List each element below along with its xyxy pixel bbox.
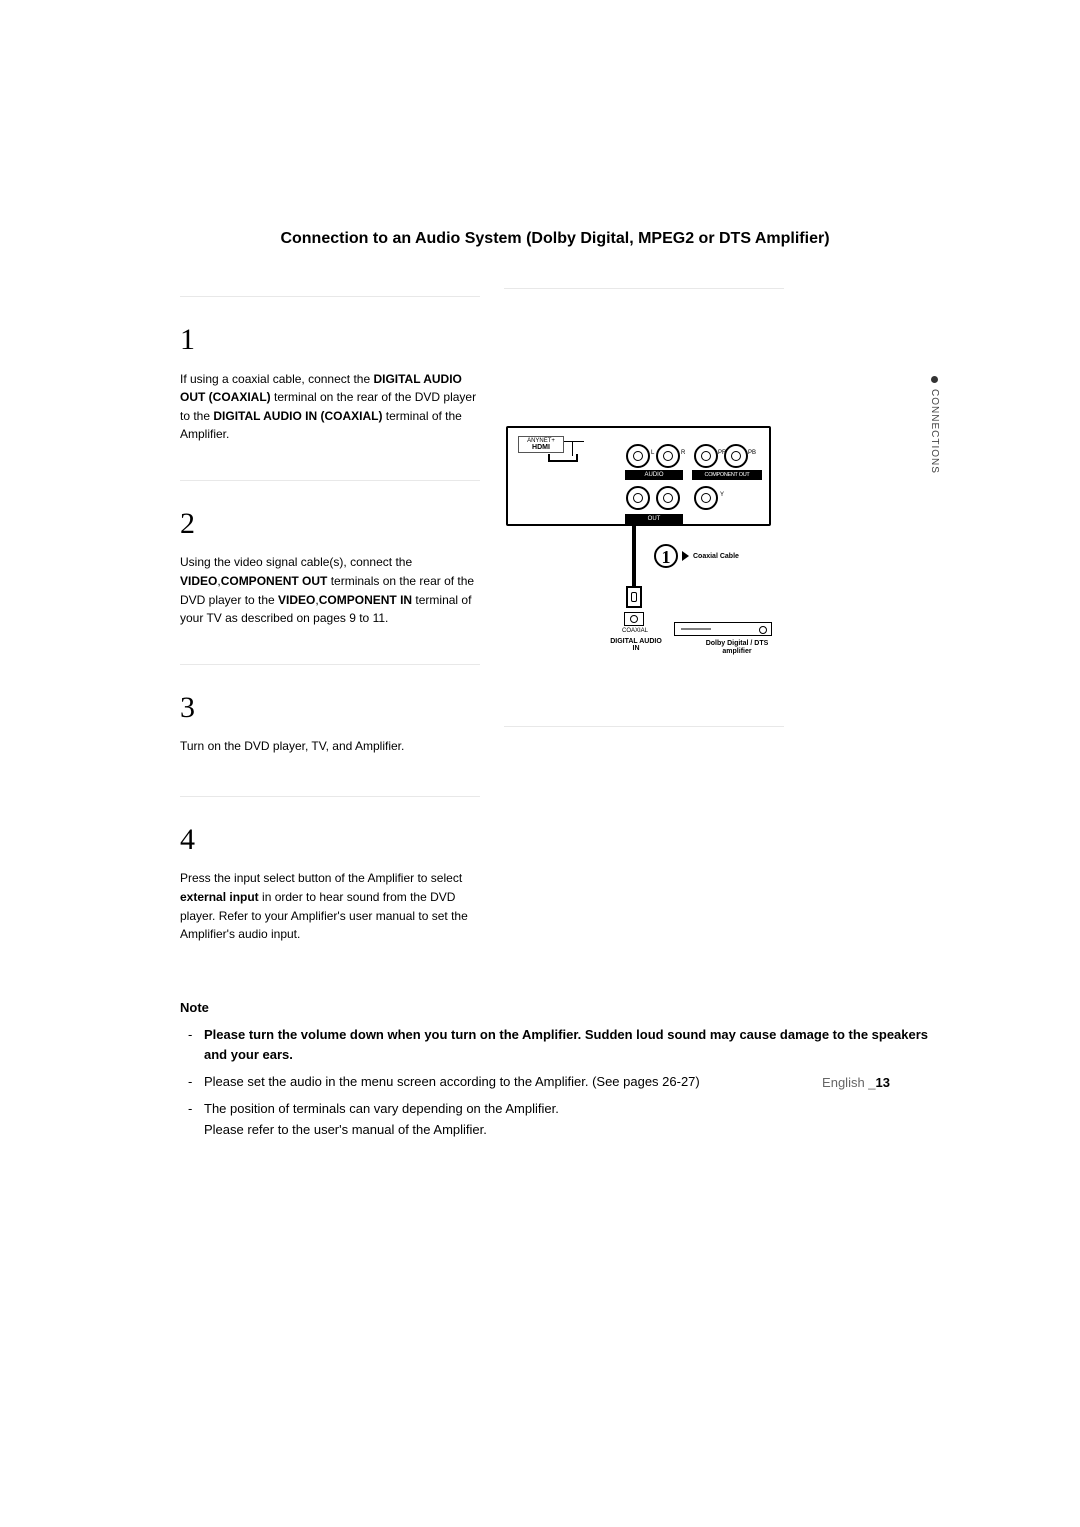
divider xyxy=(180,480,480,481)
rca-plug-icon xyxy=(626,586,642,608)
triangle-icon xyxy=(682,551,689,561)
audio-r-jack-icon xyxy=(656,444,680,468)
page-footer: English _13 xyxy=(822,1075,890,1090)
amp-coaxial-port-icon xyxy=(624,612,644,626)
coaxial-jack-icon xyxy=(626,486,650,510)
step-number: 4 xyxy=(180,817,480,864)
hdmi-label: ANYNET+HDMI xyxy=(518,436,564,453)
divider xyxy=(504,726,784,727)
notes-heading: Note xyxy=(180,998,930,1019)
hdmi-port-icon xyxy=(548,454,578,462)
amplifier-box-icon xyxy=(674,622,772,636)
divider xyxy=(504,288,784,289)
diagram-column: ANYNET+HDMI L R AUDIO PR PB xyxy=(504,296,794,980)
term: external input xyxy=(180,890,259,904)
term: VIDEO xyxy=(180,574,217,588)
amp-digital-audio-in-label: DIGITAL AUDIO IN xyxy=(608,638,664,652)
audio-bar-label: AUDIO xyxy=(625,470,683,480)
jack-label: PB xyxy=(748,450,756,456)
hdmi-line-icon xyxy=(564,441,584,442)
step-text: Using the video signal cable(s), connect… xyxy=(180,555,412,569)
page: CONNECTIONS Connection to an Audio Syste… xyxy=(0,0,1080,1527)
notes-section: Note Please turn the volume down when yo… xyxy=(180,998,930,1141)
page-number: 13 xyxy=(876,1075,890,1090)
steps-column: 1 If using a coaxial cable, connect the … xyxy=(180,296,480,980)
component-pr-jack-icon xyxy=(694,444,718,468)
step-text: If using a coaxial cable, connect the xyxy=(180,372,373,386)
component-y-jack-icon xyxy=(694,486,718,510)
content-area: Connection to an Audio System (Dolby Dig… xyxy=(180,230,930,1147)
callout-number: 1 xyxy=(654,544,678,568)
term: DIGITAL AUDIO IN (COAXIAL) xyxy=(213,409,382,423)
dvd-rear-panel: ANYNET+HDMI L R AUDIO PR PB xyxy=(506,426,771,526)
section-tab-label: CONNECTIONS xyxy=(929,389,940,474)
tab-bullet-icon xyxy=(931,376,938,383)
note-item: Please set the audio in the menu screen … xyxy=(194,1072,930,1093)
jack-label: Y xyxy=(720,492,724,498)
step-1: 1 If using a coaxial cable, connect the … xyxy=(180,317,480,444)
note-bold-text: Please turn the volume down when you tur… xyxy=(204,1027,928,1063)
step-number: 3 xyxy=(180,685,480,732)
divider xyxy=(180,296,480,297)
term: COMPONENT OUT xyxy=(221,574,328,588)
amplifier-name-label: Dolby Digital / DTS amplifier xyxy=(702,640,772,657)
two-column-layout: 1 If using a coaxial cable, connect the … xyxy=(180,296,930,980)
audio-l-jack-icon xyxy=(626,444,650,468)
note-text: Please set the audio in the menu screen … xyxy=(204,1074,700,1089)
term: COMPONENT IN xyxy=(319,593,412,607)
jack-label: R xyxy=(681,450,685,456)
step-number: 1 xyxy=(180,317,480,364)
note-text: Please refer to the user's manual of the… xyxy=(204,1122,487,1137)
note-item: The position of terminals can vary depen… xyxy=(194,1099,930,1141)
step-number: 2 xyxy=(180,501,480,548)
amp-coax-label: COAXIAL xyxy=(622,628,648,634)
coaxial-cable-icon xyxy=(632,518,636,588)
note-text: The position of terminals can vary depen… xyxy=(204,1101,559,1116)
notes-list: Please turn the volume down when you tur… xyxy=(180,1025,930,1141)
term: VIDEO xyxy=(278,593,315,607)
component-pb-jack-icon xyxy=(724,444,748,468)
callout-label: Coaxial Cable xyxy=(693,553,739,560)
step-3: 3 Turn on the DVD player, TV, and Amplif… xyxy=(180,685,480,756)
step-2: 2 Using the video signal cable(s), conne… xyxy=(180,501,480,628)
connection-diagram: ANYNET+HDMI L R AUDIO PR PB xyxy=(504,426,784,746)
callout-1: 1 Coaxial Cable xyxy=(654,544,739,568)
page-title: Connection to an Audio System (Dolby Dig… xyxy=(180,230,930,248)
note-item: Please turn the volume down when you tur… xyxy=(194,1025,930,1067)
video-jack-icon xyxy=(656,486,680,510)
section-tab: CONNECTIONS xyxy=(929,376,940,474)
divider xyxy=(180,664,480,665)
jack-label: L xyxy=(651,450,654,456)
component-bar-label: COMPONENT OUT xyxy=(692,470,762,480)
divider xyxy=(180,796,480,797)
step-4: 4 Press the input select button of the A… xyxy=(180,817,480,944)
footer-language: English _ xyxy=(822,1075,875,1090)
step-text: Press the input select button of the Amp… xyxy=(180,871,462,885)
step-text: Turn on the DVD player, TV, and Amplifie… xyxy=(180,739,404,753)
